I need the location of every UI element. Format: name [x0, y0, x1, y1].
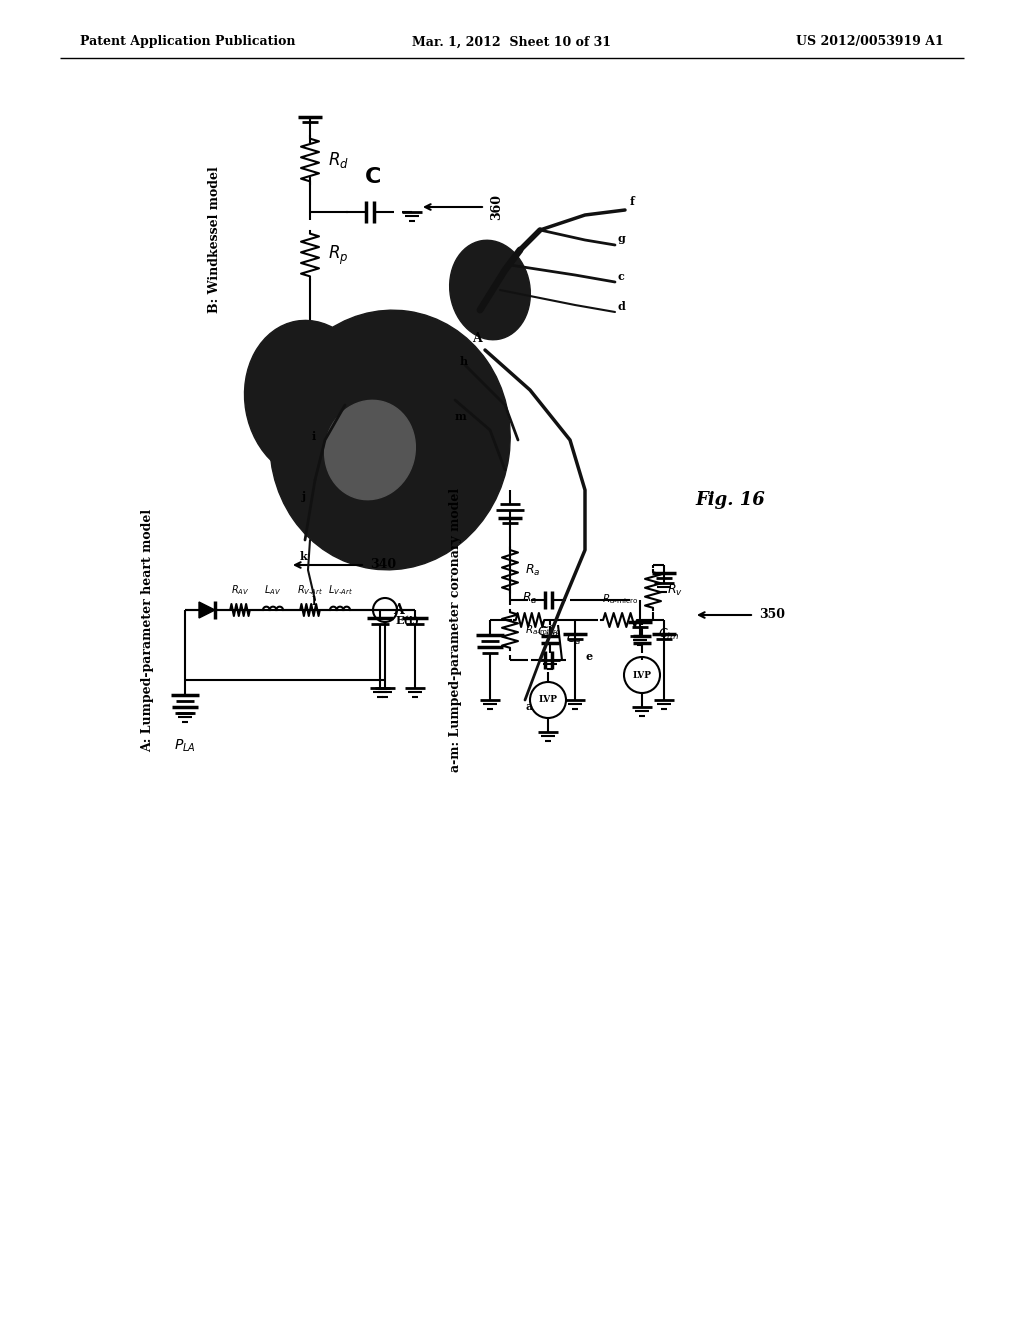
Ellipse shape — [325, 400, 416, 500]
Text: B: Windkessel model: B: Windkessel model — [209, 166, 221, 313]
Text: LVP: LVP — [633, 671, 651, 680]
Ellipse shape — [245, 321, 376, 479]
Text: f: f — [630, 195, 635, 207]
Text: m: m — [455, 411, 467, 422]
Text: $R_{a\text{-micro}}$: $R_{a\text{-micro}}$ — [602, 593, 638, 606]
Text: 350: 350 — [759, 609, 785, 622]
Text: h: h — [460, 356, 468, 367]
Text: $C_{im}$: $C_{im}$ — [658, 627, 679, 642]
Ellipse shape — [269, 310, 510, 570]
Text: A: Lumped-parameter heart model: A: Lumped-parameter heart model — [141, 508, 155, 751]
Text: A: A — [393, 603, 403, 616]
Text: i: i — [312, 432, 316, 442]
Text: g: g — [618, 234, 626, 244]
Text: $R_{a\text{-micro}}$: $R_{a\text{-micro}}$ — [525, 623, 561, 636]
Text: E(t): E(t) — [396, 615, 420, 627]
Text: j: j — [302, 491, 306, 502]
Text: a-m: Lumped-parameter coronary model: a-m: Lumped-parameter coronary model — [449, 488, 462, 772]
Text: l: l — [312, 597, 316, 607]
Text: c: c — [618, 271, 625, 282]
Text: LVP: LVP — [539, 696, 557, 705]
Text: $R_a$: $R_a$ — [522, 591, 538, 606]
Text: $L_{AV}$: $L_{AV}$ — [264, 583, 282, 597]
Text: $R_{V\text{-}Art}$: $R_{V\text{-}Art}$ — [297, 583, 324, 597]
Text: $R_p$: $R_p$ — [328, 243, 348, 267]
Ellipse shape — [450, 240, 530, 339]
Text: $R_d$: $R_d$ — [328, 150, 349, 170]
Text: US 2012/0053919 A1: US 2012/0053919 A1 — [797, 36, 944, 49]
Text: $C_{im}$: $C_{im}$ — [538, 624, 558, 640]
Text: $P_{LA}$: $P_{LA}$ — [174, 738, 196, 755]
Text: $R_a$: $R_a$ — [525, 562, 541, 578]
Text: $\mathbf{C}$: $\mathbf{C}$ — [364, 166, 381, 187]
Text: Mar. 1, 2012  Sheet 10 of 31: Mar. 1, 2012 Sheet 10 of 31 — [413, 36, 611, 49]
Text: Fig. 16: Fig. 16 — [695, 491, 765, 510]
Text: $C_a$: $C_a$ — [566, 631, 582, 647]
Text: A: A — [472, 333, 481, 345]
Text: k: k — [300, 550, 308, 562]
Polygon shape — [199, 602, 215, 618]
Text: 340: 340 — [370, 558, 396, 572]
Text: $R_{AV}$: $R_{AV}$ — [230, 583, 249, 597]
Text: $L_{V\text{-}Art}$: $L_{V\text{-}Art}$ — [328, 583, 352, 597]
Text: d: d — [618, 301, 626, 312]
Text: e: e — [585, 651, 592, 663]
Text: 360: 360 — [490, 194, 503, 220]
Text: a: a — [526, 701, 534, 711]
Text: $C_a$: $C_a$ — [541, 618, 556, 634]
Text: Patent Application Publication: Patent Application Publication — [80, 36, 296, 49]
Text: $R_v$: $R_v$ — [667, 582, 683, 598]
